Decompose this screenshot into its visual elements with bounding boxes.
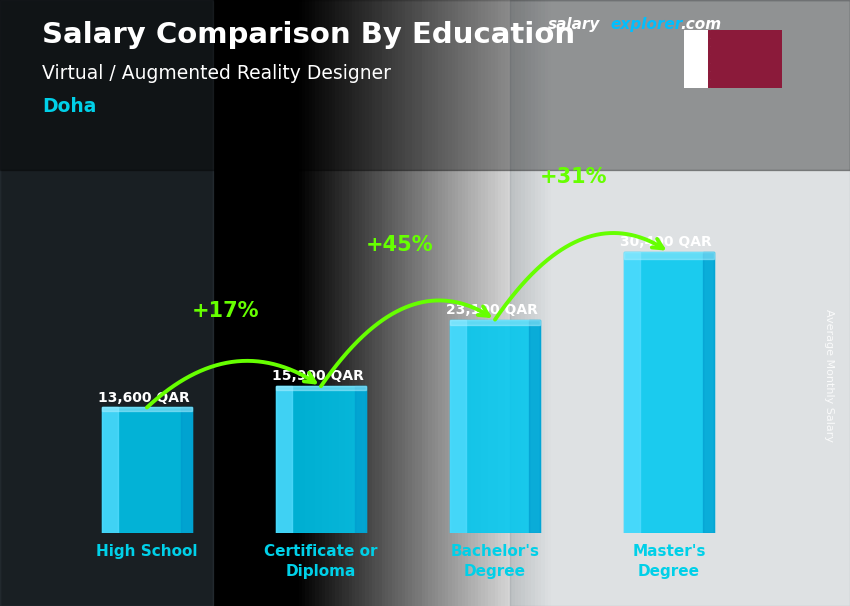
Text: .com: .com	[680, 17, 721, 32]
Bar	[624, 252, 714, 259]
Polygon shape	[709, 39, 718, 47]
Bar	[530, 319, 541, 533]
Bar	[450, 319, 541, 533]
Text: 30,400 QAR: 30,400 QAR	[620, 235, 712, 249]
Text: salary: salary	[548, 17, 601, 32]
Text: Salary Comparison By Education: Salary Comparison By Education	[42, 21, 575, 49]
Bar	[275, 386, 366, 533]
Polygon shape	[709, 72, 718, 79]
Bar	[450, 319, 466, 533]
Text: Doha: Doha	[42, 97, 97, 116]
Bar	[275, 386, 366, 390]
Bar	[624, 252, 714, 533]
Bar	[624, 252, 640, 533]
Text: explorer: explorer	[610, 17, 683, 32]
Polygon shape	[709, 63, 718, 72]
Text: 15,900 QAR: 15,900 QAR	[272, 370, 364, 384]
Bar	[102, 407, 192, 411]
Bar	[450, 319, 541, 325]
Bar	[102, 407, 118, 533]
Text: Virtual / Augmented Reality Designer: Virtual / Augmented Reality Designer	[42, 64, 392, 82]
Polygon shape	[709, 55, 718, 63]
Polygon shape	[709, 79, 718, 88]
Text: +31%: +31%	[540, 167, 607, 187]
Bar	[102, 407, 192, 533]
Text: +17%: +17%	[191, 301, 259, 321]
Text: 13,600 QAR: 13,600 QAR	[99, 391, 190, 405]
Polygon shape	[709, 47, 718, 55]
Bar	[704, 252, 714, 533]
Bar	[355, 386, 366, 533]
Bar	[684, 30, 709, 88]
Bar	[275, 386, 292, 533]
Text: +45%: +45%	[366, 235, 434, 255]
Bar	[181, 407, 192, 533]
Text: Average Monthly Salary: Average Monthly Salary	[824, 309, 834, 442]
Text: 23,100 QAR: 23,100 QAR	[446, 303, 538, 317]
Polygon shape	[709, 30, 718, 39]
